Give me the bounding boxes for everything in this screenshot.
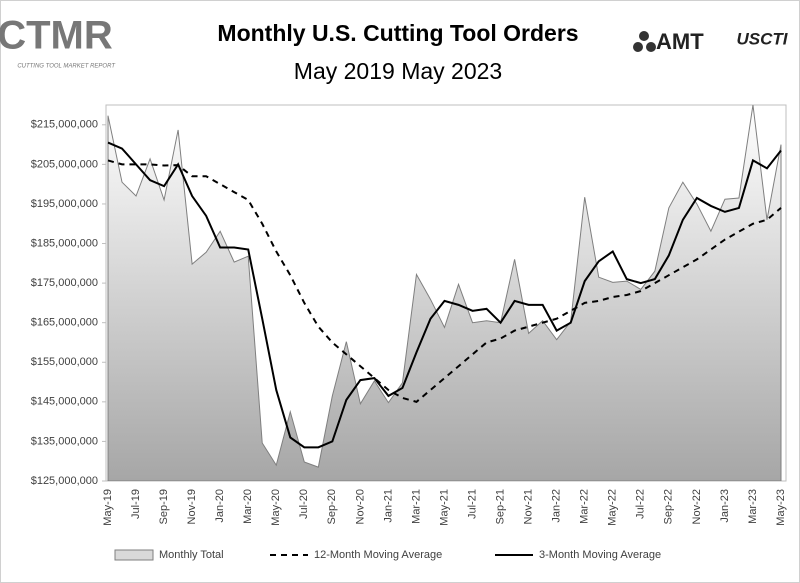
- x-tick-label: May-19: [102, 489, 114, 526]
- logo-amt-icon: [633, 31, 656, 52]
- x-tick-label: Nov-22: [691, 489, 703, 524]
- y-tick-label: $175,000,000: [31, 277, 98, 289]
- x-tick-label: Jul-22: [635, 489, 647, 519]
- x-tick-label: Nov-21: [523, 489, 535, 524]
- x-tick-label: Jan-20: [214, 489, 226, 523]
- x-tick-label: Mar-20: [242, 489, 254, 524]
- area: [107, 105, 782, 481]
- x-tick-label: Sep-21: [494, 489, 506, 524]
- legend-label: Monthly Total: [159, 549, 224, 561]
- legend-label: 3-Month Moving Average: [539, 549, 661, 561]
- line: [107, 159, 782, 403]
- y-tick-label: $155,000,000: [31, 356, 98, 368]
- x-tick-label: Jan-22: [551, 489, 563, 523]
- x-tick-label: Nov-19: [186, 489, 198, 524]
- x-tick-label: Mar-23: [747, 489, 759, 524]
- logo-amt: AMT: [656, 29, 704, 54]
- x-tick-label: May-21: [438, 489, 450, 526]
- x-tick-label: Nov-20: [354, 489, 366, 524]
- legend-label: 12-Month Moving Average: [314, 549, 442, 561]
- x-tick-label: Jan-23: [719, 489, 731, 523]
- y-tick-label: $195,000,000: [31, 198, 98, 210]
- legend-swatch: [114, 549, 154, 561]
- x-tick-label: Jul-19: [130, 489, 142, 519]
- logo-ctmr: CTMR: [0, 14, 113, 58]
- x-tick-label: Jul-21: [466, 489, 478, 519]
- x-tick-label: May-20: [270, 489, 282, 526]
- x-tick-label: Jan-21: [382, 489, 394, 523]
- y-tick-label: $205,000,000: [31, 158, 98, 170]
- y-tick-label: $135,000,000: [31, 435, 98, 447]
- y-tick-label: $145,000,000: [31, 396, 98, 408]
- x-tick-label: May-22: [607, 489, 619, 526]
- logo-ctmr-sub: CUTTING TOOL MARKET REPORT: [17, 64, 116, 70]
- x-tick-label: Mar-22: [579, 489, 591, 524]
- plot-area: [107, 105, 782, 481]
- x-tick-label: May-23: [775, 489, 787, 526]
- y-tick-label: $215,000,000: [31, 119, 98, 131]
- y-tick-label: $165,000,000: [31, 317, 98, 329]
- x-tick-label: Mar-21: [410, 489, 422, 524]
- y-tick-label: $125,000,000: [31, 475, 98, 487]
- x-tick-label: Sep-20: [326, 489, 338, 524]
- line: [107, 141, 782, 449]
- logo-uscti: USCTI: [737, 29, 789, 48]
- x-tick-label: Jul-20: [298, 489, 310, 519]
- chart-title: Monthly U.S. Cutting Tool Orders: [217, 20, 578, 46]
- y-tick-label: $185,000,000: [31, 237, 98, 249]
- x-tick-label: Sep-19: [158, 489, 170, 524]
- x-tick-label: Sep-22: [663, 489, 675, 524]
- chart-subtitle: May 2019 May 2023: [294, 58, 502, 84]
